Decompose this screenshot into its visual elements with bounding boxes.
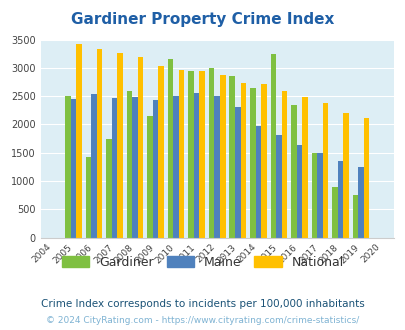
Bar [209, 68, 214, 238]
Bar [331, 187, 337, 238]
Bar [270, 54, 275, 238]
Bar [260, 84, 266, 238]
Bar [152, 100, 158, 238]
Bar [214, 96, 220, 238]
Bar [194, 93, 199, 238]
Bar [96, 49, 102, 238]
Bar [167, 59, 173, 238]
Bar [117, 52, 123, 238]
Bar [342, 113, 348, 238]
Bar [249, 88, 255, 238]
Bar [220, 75, 225, 238]
Bar [275, 135, 281, 238]
Bar [316, 153, 322, 238]
Bar [65, 96, 70, 238]
Bar [301, 97, 307, 238]
Bar [240, 83, 245, 238]
Bar [158, 66, 164, 238]
Bar [255, 126, 260, 238]
Text: © 2024 CityRating.com - https://www.cityrating.com/crime-statistics/: © 2024 CityRating.com - https://www.city… [46, 316, 359, 325]
Bar [179, 70, 184, 238]
Bar [281, 91, 286, 238]
Bar [91, 94, 96, 238]
Bar [106, 139, 111, 238]
Bar [85, 157, 91, 238]
Bar [147, 116, 152, 238]
Bar [70, 99, 76, 238]
Bar [132, 97, 138, 238]
Bar [234, 108, 240, 238]
Bar [126, 90, 132, 238]
Text: Crime Index corresponds to incidents per 100,000 inhabitants: Crime Index corresponds to incidents per… [41, 299, 364, 309]
Bar [188, 71, 194, 238]
Text: Gardiner Property Crime Index: Gardiner Property Crime Index [71, 12, 334, 26]
Bar [363, 118, 369, 238]
Bar [138, 56, 143, 238]
Bar [76, 44, 81, 238]
Bar [337, 161, 342, 238]
Bar [357, 167, 363, 238]
Bar [199, 71, 205, 238]
Bar [311, 153, 316, 238]
Bar [322, 103, 327, 238]
Bar [173, 96, 179, 238]
Bar [290, 105, 296, 238]
Bar [352, 195, 357, 238]
Bar [229, 76, 234, 238]
Bar [111, 98, 117, 238]
Bar [296, 146, 301, 238]
Legend: Gardiner, Maine, National: Gardiner, Maine, National [58, 252, 347, 273]
